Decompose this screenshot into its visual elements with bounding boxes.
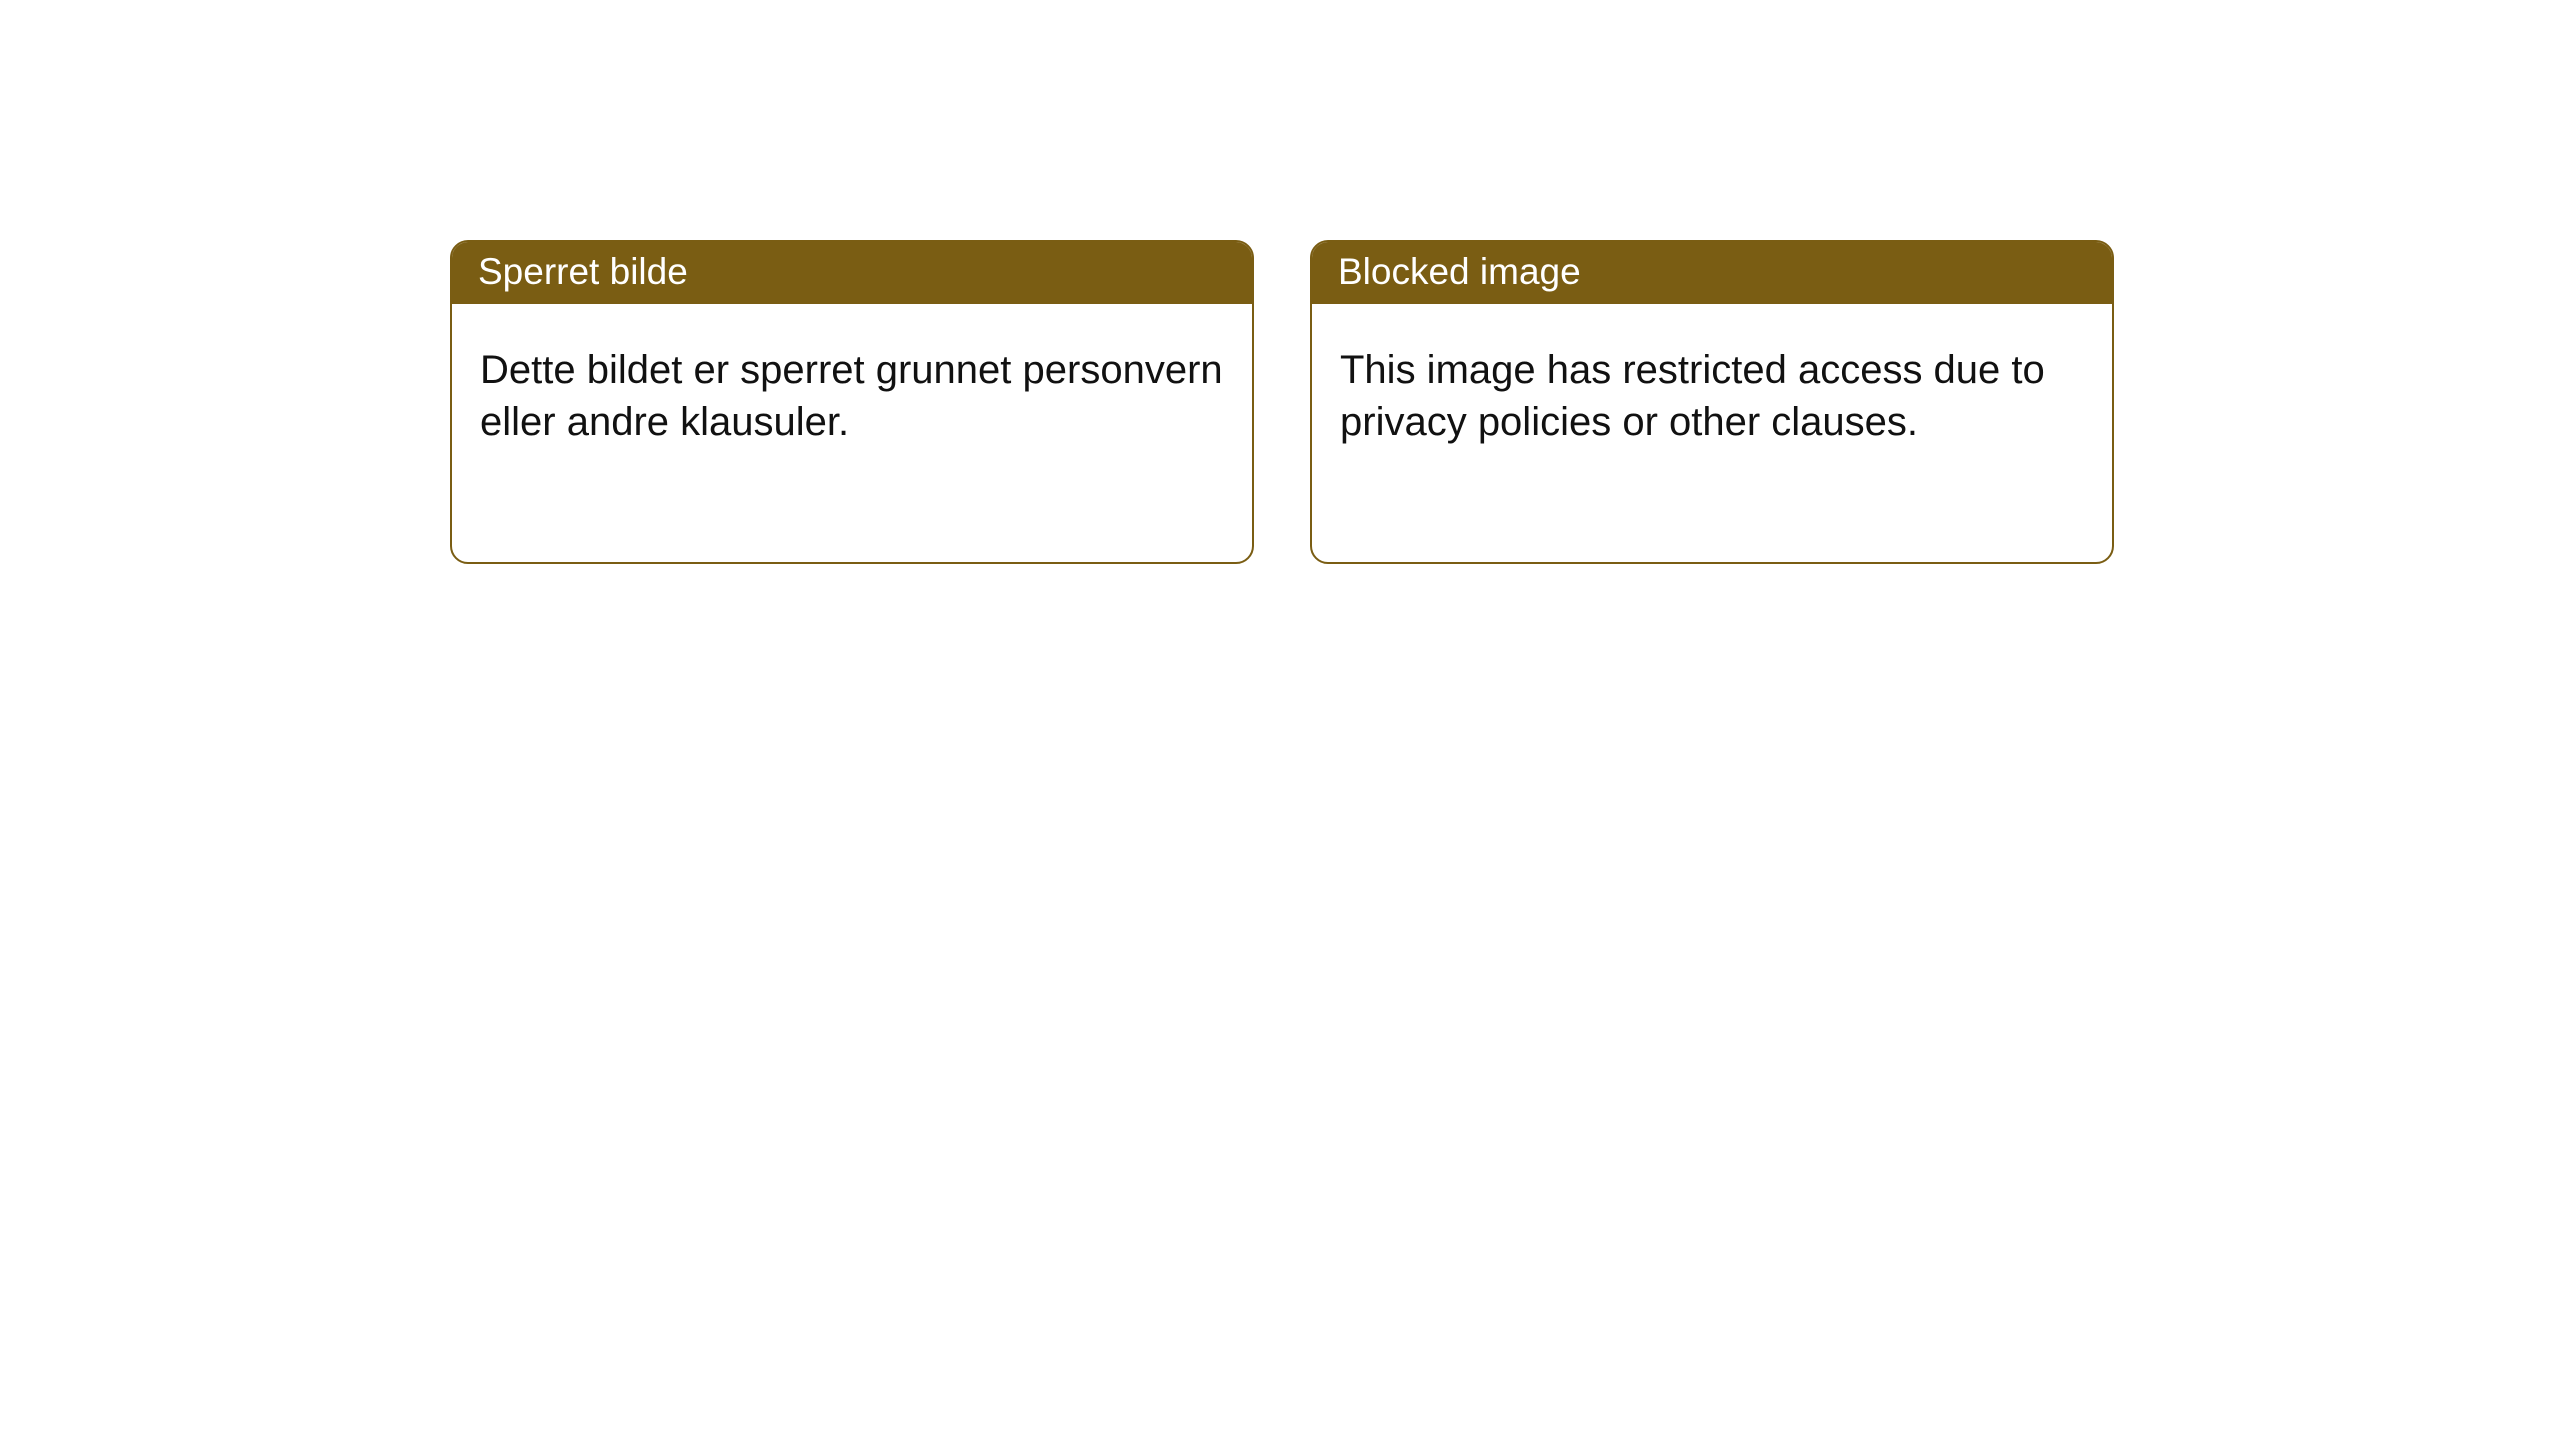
notice-header: Blocked image bbox=[1312, 242, 2112, 304]
notice-box-english: Blocked image This image has restricted … bbox=[1310, 240, 2114, 564]
notice-container: Sperret bilde Dette bildet er sperret gr… bbox=[450, 240, 2114, 564]
notice-body: This image has restricted access due to … bbox=[1312, 304, 2112, 562]
notice-body: Dette bildet er sperret grunnet personve… bbox=[452, 304, 1252, 562]
notice-box-norwegian: Sperret bilde Dette bildet er sperret gr… bbox=[450, 240, 1254, 564]
notice-header: Sperret bilde bbox=[452, 242, 1252, 304]
